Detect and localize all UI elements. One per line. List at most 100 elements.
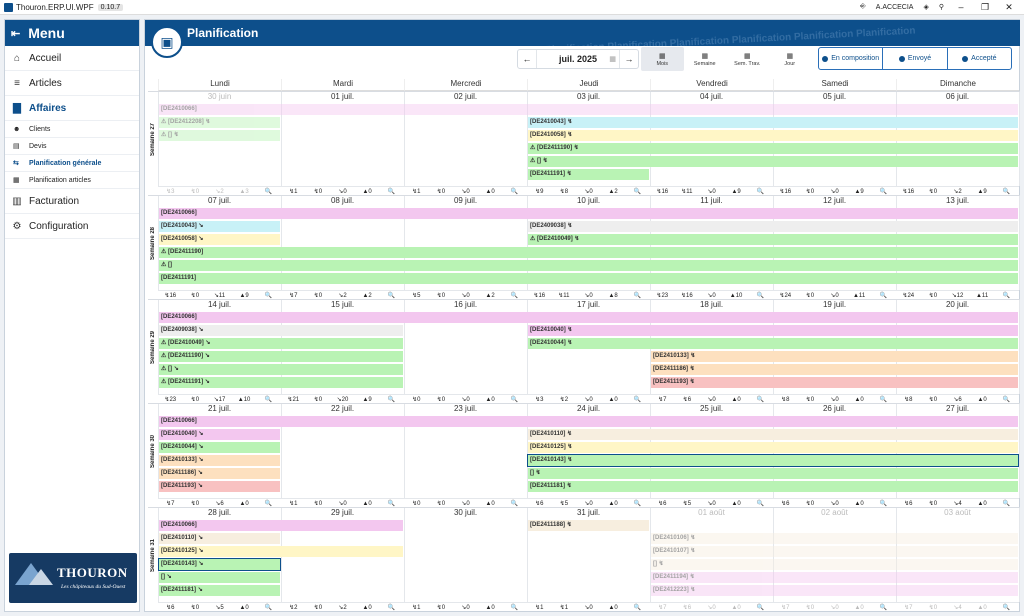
nav-item-clients[interactable]: ☻ Clients xyxy=(5,121,139,138)
search-icon[interactable]: 🔍 xyxy=(510,189,519,195)
planning-event[interactable]: [DE2410107] ↯ xyxy=(651,546,1018,557)
planning-event[interactable]: [DE2410066] xyxy=(159,312,1018,323)
search-icon[interactable]: 🔍 xyxy=(510,605,519,611)
nav-item-affaires[interactable]: ▇ Affaires xyxy=(5,96,139,121)
search-icon[interactable]: 🔍 xyxy=(387,397,396,403)
planning-event[interactable]: [DE2410066] xyxy=(159,104,1018,115)
search-icon[interactable]: 🔍 xyxy=(633,501,642,507)
planning-event[interactable]: [DE2410143] ↯ xyxy=(527,454,1019,467)
minimize-button[interactable]: – xyxy=(958,2,964,12)
planning-event[interactable]: [DE2411193] ↘ xyxy=(159,481,280,492)
search-icon[interactable]: 🔍 xyxy=(633,189,642,195)
planning-event[interactable]: [DE2412223] ↯ xyxy=(651,585,1018,596)
planning-event[interactable]: ⚠ [] ↯ xyxy=(528,156,1018,167)
sidebar-header[interactable]: ⇤ Menu xyxy=(5,20,139,46)
search-icon[interactable]: 🔍 xyxy=(264,605,273,611)
planning-event[interactable]: ⚠ [] ↘ xyxy=(159,364,403,375)
search-icon[interactable]: 🔍 xyxy=(756,397,765,403)
search-icon[interactable]: 🔍 xyxy=(387,501,396,507)
planning-event[interactable]: [DE2410106] ↯ xyxy=(651,533,1018,544)
planning-event[interactable]: [DE2410110] ↘ xyxy=(159,533,280,544)
planning-event[interactable]: [DE2410125] ↯ xyxy=(528,442,1018,453)
prev-button[interactable]: ← xyxy=(522,54,532,64)
search-icon[interactable]: 🔍 xyxy=(264,397,273,403)
planning-event[interactable]: [] ↘ xyxy=(159,572,280,583)
planning-event[interactable]: [DE2411181] ↘ xyxy=(159,585,280,596)
planning-event[interactable]: [DE2410040] ↯ xyxy=(528,325,1018,336)
calendar-picker-icon[interactable]: ▦ xyxy=(609,56,616,63)
view-semaine[interactable]: ▦ Semaine xyxy=(684,47,727,71)
planning-event[interactable]: [DE2411193] ↯ xyxy=(651,377,1018,388)
planning-event[interactable]: [DE2410143] ↘ xyxy=(158,558,281,571)
nav-item-articles[interactable]: ≡ Articles xyxy=(5,71,139,96)
planning-event[interactable]: ⚠ [] xyxy=(159,260,1018,271)
search-icon[interactable]: 🔍 xyxy=(756,501,765,507)
close-button[interactable]: ✕ xyxy=(1005,1,1013,12)
planning-event[interactable]: [DE2410043] ↯ xyxy=(528,117,1018,128)
search-icon[interactable]: 🔍 xyxy=(387,605,396,611)
pin-icon[interactable]: ⚲ xyxy=(938,4,944,11)
planning-event[interactable]: [] ↯ xyxy=(651,559,1018,570)
planning-event[interactable]: [] ↯ xyxy=(528,468,1018,479)
planning-event[interactable]: [DE2410040] ↘ xyxy=(159,429,280,440)
search-icon[interactable]: 🔍 xyxy=(510,397,519,403)
planning-event[interactable]: [DE2409038] ↯ xyxy=(528,221,1018,232)
filter-en-composition[interactable]: En composition xyxy=(819,48,884,69)
planning-event[interactable]: [DE2410110] ↯ xyxy=(528,429,1018,440)
planning-event[interactable]: [DE2410066] xyxy=(159,416,1018,427)
filter-envoy-[interactable]: Envoyé xyxy=(883,48,948,69)
planning-event[interactable]: [DE2410044] ↯ xyxy=(528,338,1018,349)
planning-event[interactable]: ⚠ [] ↯ xyxy=(159,130,280,141)
planning-event[interactable]: [DE2410133] ↘ xyxy=(159,455,280,466)
search-icon[interactable]: 🔍 xyxy=(756,605,765,611)
planning-event[interactable]: ⚠ [DE2411190] ↯ xyxy=(528,143,1018,154)
search-icon[interactable]: 🔍 xyxy=(633,397,642,403)
planning-event[interactable]: [DE2410058] ↘ xyxy=(159,234,280,245)
search-icon[interactable]: 🔍 xyxy=(1002,605,1011,611)
nav-item-planification-générale[interactable]: ⇆ Planification générale xyxy=(5,155,139,172)
planning-event[interactable]: [DE2411188] ↯ xyxy=(528,520,649,531)
search-icon[interactable]: 🔍 xyxy=(1002,293,1011,299)
planning-event[interactable]: [DE2411194] ↯ xyxy=(651,572,1018,583)
search-icon[interactable]: 🔍 xyxy=(264,293,273,299)
planning-event[interactable]: ⚠ [DE2411190] xyxy=(159,247,1018,258)
search-icon[interactable]: 🔍 xyxy=(387,293,396,299)
planning-event[interactable]: [DE2411186] ↘ xyxy=(159,468,280,479)
filter-accept-[interactable]: Accepté xyxy=(948,48,1011,69)
planning-event[interactable]: [DE2411191] xyxy=(159,273,1018,284)
planning-event[interactable]: [DE2410043] ↘ xyxy=(159,221,280,232)
planning-event[interactable]: ⚠ [DE2412208] ↯ xyxy=(159,117,280,128)
planning-event[interactable]: ⚠ [DE2410049] ↯ xyxy=(528,234,1018,245)
view-mois[interactable]: ▦ Mois xyxy=(641,47,684,71)
diamond-icon[interactable]: ◈ xyxy=(923,4,929,11)
search-icon[interactable]: 🔍 xyxy=(387,189,396,195)
planning-event[interactable]: ⚠ [DE2410049] ↘ xyxy=(159,338,403,349)
search-icon[interactable]: 🔍 xyxy=(879,605,888,611)
search-icon[interactable]: 🔍 xyxy=(879,397,888,403)
planning-event[interactable]: [DE2410133] ↯ xyxy=(651,351,1018,362)
search-icon[interactable]: 🔍 xyxy=(756,293,765,299)
collapse-icon[interactable]: ⇤ xyxy=(11,27,21,40)
nav-item-facturation[interactable]: ▥ Facturation xyxy=(5,189,139,214)
planning-event[interactable]: [DE2410044] ↘ xyxy=(159,442,280,453)
nav-item-devis[interactable]: ▤ Devis xyxy=(5,138,139,155)
search-icon[interactable]: 🔍 xyxy=(1002,397,1011,403)
planning-event[interactable]: [DE2411186] ↯ xyxy=(651,364,1018,375)
next-button[interactable]: → xyxy=(624,54,634,64)
planning-event[interactable]: ⚠ [DE2411190] ↘ xyxy=(159,351,403,362)
view-jour[interactable]: ▦ Jour xyxy=(769,47,812,71)
nav-item-configuration[interactable]: ⚙ Configuration xyxy=(5,214,139,239)
search-icon[interactable]: 🔍 xyxy=(756,189,765,195)
search-icon[interactable]: 🔍 xyxy=(879,501,888,507)
search-icon[interactable]: 🔍 xyxy=(879,189,888,195)
search-icon[interactable]: 🔍 xyxy=(1002,189,1011,195)
search-icon[interactable]: 🔍 xyxy=(510,293,519,299)
nav-item-planification-articles[interactable]: ▦ Planification articles xyxy=(5,172,139,189)
planning-event[interactable]: [DE2410066] xyxy=(159,208,1018,219)
planning-event[interactable]: [DE2409038] ↘ xyxy=(159,325,403,336)
search-icon[interactable]: 🔍 xyxy=(633,293,642,299)
planning-event[interactable]: [DE2410125] ↘ xyxy=(159,546,403,557)
search-icon[interactable]: 🔍 xyxy=(1002,501,1011,507)
search-icon[interactable]: 🔍 xyxy=(510,501,519,507)
search-icon[interactable]: 🔍 xyxy=(633,605,642,611)
